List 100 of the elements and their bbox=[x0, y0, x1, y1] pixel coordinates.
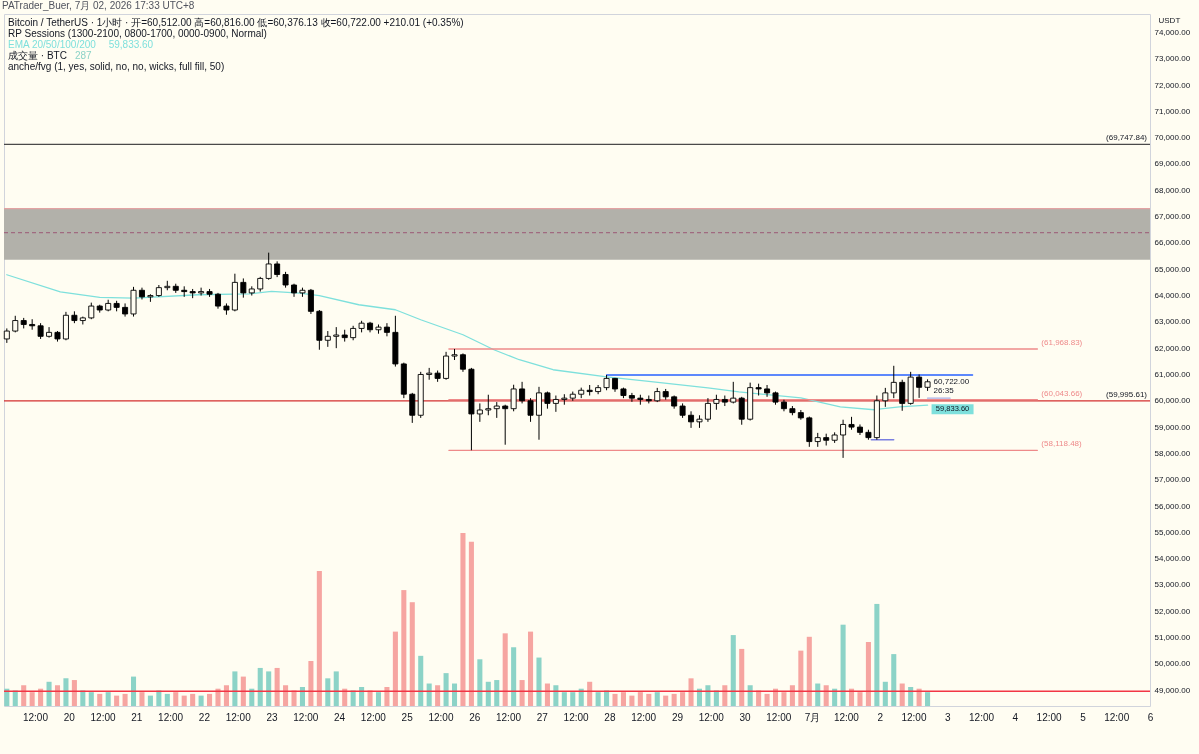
x-tick-label: 12:00 bbox=[90, 711, 116, 723]
x-tick-label: 12:00 bbox=[631, 711, 657, 723]
bar bbox=[477, 659, 483, 706]
candlestick bbox=[130, 286, 137, 318]
bar bbox=[502, 633, 508, 706]
data-label: (60,043.66) bbox=[1041, 388, 1083, 398]
data-label: (58,118.48) bbox=[1041, 439, 1083, 449]
bar bbox=[815, 683, 821, 706]
bar bbox=[891, 654, 897, 706]
bar bbox=[409, 602, 415, 706]
bar bbox=[4, 688, 10, 706]
bar bbox=[299, 686, 305, 706]
candlestick bbox=[459, 352, 466, 373]
bar bbox=[257, 667, 263, 706]
data-label: (61,968.83) bbox=[1041, 337, 1083, 347]
candlestick bbox=[409, 392, 416, 424]
bar bbox=[181, 695, 187, 706]
candlestick bbox=[510, 384, 517, 412]
bar bbox=[232, 671, 238, 706]
y-tick-label: 71,000.00 bbox=[1154, 106, 1191, 116]
x-tick-label: 12:00 bbox=[563, 711, 590, 723]
bar bbox=[494, 680, 500, 706]
bar bbox=[468, 541, 474, 706]
ref-line-label: (59,995.61) bbox=[1106, 389, 1148, 399]
x-tick-label: 24 bbox=[334, 711, 346, 723]
bar bbox=[620, 692, 626, 706]
bar bbox=[604, 690, 610, 706]
bar bbox=[612, 693, 618, 706]
candlestick bbox=[890, 365, 897, 399]
bar bbox=[519, 680, 525, 706]
candlestick bbox=[527, 397, 534, 423]
bar bbox=[54, 685, 61, 706]
x-tick-label: 7月 bbox=[804, 711, 821, 723]
bar bbox=[722, 685, 728, 706]
bar bbox=[359, 686, 365, 706]
bar bbox=[849, 688, 855, 706]
y-tick-label: 73,000.00 bbox=[1154, 54, 1191, 64]
bar bbox=[173, 692, 179, 706]
bar bbox=[570, 692, 576, 706]
bar bbox=[840, 624, 846, 706]
x-tick-label: 20 bbox=[63, 711, 76, 723]
candlestick bbox=[840, 419, 847, 459]
bar bbox=[38, 688, 44, 706]
x-tick-label: 12:00 bbox=[901, 711, 927, 723]
y-tick-label: 51,000.00 bbox=[1154, 633, 1191, 643]
candlestick bbox=[916, 373, 923, 399]
y-tick-label: 70,000.00 bbox=[1154, 133, 1191, 143]
bar bbox=[88, 692, 94, 706]
bar bbox=[451, 683, 458, 706]
bar bbox=[561, 692, 567, 706]
y-tick-label: 62,000.00 bbox=[1154, 343, 1191, 353]
bar bbox=[443, 673, 449, 706]
y-tick-label: 67,000.00 bbox=[1154, 212, 1191, 222]
bar bbox=[705, 685, 711, 706]
bar bbox=[629, 695, 635, 706]
candlestick bbox=[738, 396, 745, 426]
bar bbox=[874, 603, 880, 706]
bar bbox=[713, 690, 719, 706]
bar bbox=[122, 693, 128, 706]
candlestick bbox=[536, 386, 542, 441]
text: EMA 20/50/100/200 bbox=[8, 39, 97, 50]
x-tick-label: 21 bbox=[131, 711, 143, 723]
candlestick bbox=[764, 384, 771, 398]
bar bbox=[536, 657, 542, 706]
bar bbox=[595, 692, 601, 706]
chart-subtitle: Bitcoin / TetherUS · 1小时 · 开=60,512.00 高=60,816.00 低=60,376.13 收=60,722.00 +210.01 (+0.35%) bbox=[8, 17, 464, 28]
x-tick-label: 12:00 bbox=[428, 711, 454, 723]
x-tick-label: 12:00 bbox=[833, 711, 860, 723]
x-tick-label: 27 bbox=[536, 711, 549, 723]
y-tick-label: 56,000.00 bbox=[1154, 501, 1191, 511]
bar bbox=[249, 688, 255, 706]
bar bbox=[80, 690, 86, 706]
x-tick-label: 4 bbox=[1012, 711, 1019, 723]
y-tick-label: 59,000.00 bbox=[1154, 422, 1191, 432]
bar bbox=[857, 692, 863, 706]
x-tick-label: 5 bbox=[1080, 711, 1087, 723]
bar bbox=[283, 685, 289, 706]
x-tick-label: 12:00 bbox=[158, 711, 184, 723]
bar bbox=[198, 695, 204, 706]
annotation: 287 bbox=[74, 50, 93, 61]
bar bbox=[71, 680, 77, 706]
y-tick-label: 72,000.00 bbox=[1154, 80, 1191, 90]
x-tick-label: 6 bbox=[1147, 711, 1154, 723]
bar bbox=[392, 631, 398, 706]
x-tick-label: 12:00 bbox=[496, 711, 522, 723]
candlestick bbox=[383, 322, 390, 337]
y-tick-label: 52,000.00 bbox=[1154, 606, 1191, 616]
bar bbox=[925, 692, 931, 706]
bar bbox=[401, 590, 407, 706]
candlestick bbox=[307, 288, 314, 315]
bar bbox=[806, 636, 812, 706]
candlestick bbox=[62, 311, 69, 341]
bar bbox=[663, 695, 669, 706]
bar bbox=[798, 650, 804, 706]
bar bbox=[435, 685, 441, 706]
bar bbox=[696, 688, 703, 706]
candlestick bbox=[485, 394, 492, 416]
x-tick-label: 12:00 bbox=[293, 711, 319, 723]
candlestick bbox=[519, 381, 526, 404]
candlestick bbox=[333, 326, 340, 349]
